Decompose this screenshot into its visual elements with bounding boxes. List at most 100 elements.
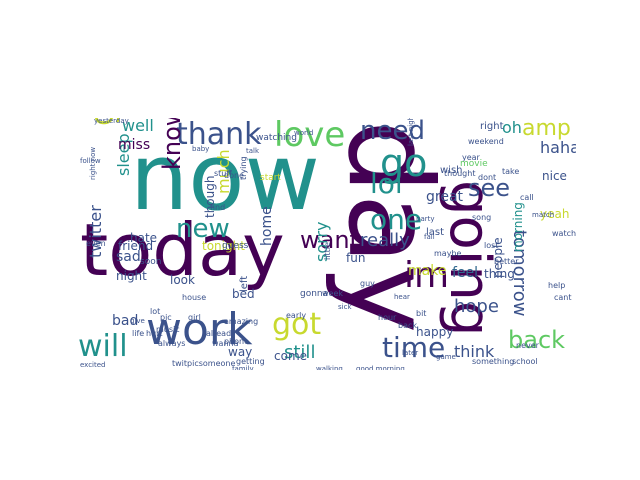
word-home: home: [259, 206, 275, 246]
word-music: music: [156, 325, 180, 334]
word-thank: thank: [176, 118, 262, 152]
word-thing: thing: [484, 267, 515, 281]
word-wanna: wanna: [212, 339, 239, 348]
word-fail: fail: [424, 233, 435, 241]
word-way: way: [228, 345, 253, 359]
word-hope: hope: [454, 296, 499, 317]
word-gonna: gonna: [300, 289, 329, 299]
word-soon: soon: [140, 257, 162, 267]
word-watch: watch: [552, 229, 576, 238]
word-find: find: [210, 203, 226, 212]
word-lol: lol: [370, 167, 403, 200]
word-guy: guy: [360, 279, 375, 288]
word-tonight: tonight: [202, 239, 245, 253]
word-lost: lost: [484, 241, 499, 250]
word-thought: thought: [444, 169, 476, 178]
word-cloud: daynowtodaygoingworkgoodlovethankgowillg…: [64, 118, 576, 370]
word-game: game: [436, 353, 456, 361]
word-last: last: [426, 227, 445, 238]
word-oh: oh: [502, 118, 522, 137]
word-know: know: [158, 118, 186, 170]
word-fun: fun: [346, 251, 366, 265]
word-work: work: [146, 304, 253, 355]
word-family: family: [232, 365, 254, 371]
word-cant: cant: [554, 293, 572, 302]
word-nice: nice: [542, 169, 567, 183]
word-early: early: [286, 311, 307, 320]
word-call: call: [520, 193, 534, 202]
word-weekend: weekend: [468, 137, 504, 146]
word-help: help: [548, 281, 566, 290]
word-last-night: last night: [407, 118, 415, 146]
word-house: house: [182, 293, 207, 302]
word-yeah: yeah: [540, 207, 570, 221]
word-sick: sick: [338, 303, 352, 311]
word-later: later: [402, 349, 419, 357]
word-twitter: twitter: [86, 205, 105, 258]
word-getting: getting: [236, 357, 265, 366]
word-im: im: [404, 255, 450, 296]
word-twitpicsomeone: twitpicsomeone: [172, 359, 236, 368]
word-today: today: [80, 208, 285, 292]
word-got: got: [272, 307, 322, 342]
word-baby: baby: [192, 145, 210, 153]
word-right: right: [480, 121, 504, 132]
word-love: love: [274, 118, 346, 155]
word-bit: bit: [416, 309, 427, 318]
word-party: party: [416, 215, 435, 223]
word-life: life: [132, 329, 145, 338]
word-dont: dont: [478, 173, 497, 182]
word-walking: walking: [316, 365, 343, 371]
word-miss: miss: [118, 137, 151, 153]
word-amp: amp: [522, 118, 571, 141]
word-maybe: maybe: [434, 249, 462, 258]
word-song: song: [472, 213, 492, 222]
word-haha: haha: [540, 138, 576, 157]
word-always: always: [158, 339, 186, 348]
word-new: new: [176, 214, 230, 244]
word-even: even: [86, 239, 106, 248]
word-excited: excited: [80, 361, 106, 369]
word-sad: sad: [116, 249, 141, 265]
word-good-morning: good morning: [356, 365, 405, 371]
word-hate: hate: [130, 231, 158, 245]
word-girl: girl: [188, 313, 201, 322]
word-see: see: [468, 174, 511, 202]
word-something: something: [472, 357, 515, 366]
word-year: year: [462, 153, 480, 162]
word-bed: bed: [232, 287, 255, 301]
word-one: one: [370, 203, 423, 236]
word-start: start: [260, 173, 281, 183]
word-wish: wish: [440, 165, 463, 176]
word-now: now: [130, 124, 320, 231]
word-want: want: [300, 226, 359, 254]
word-hurt: hurt: [146, 329, 163, 338]
word-talk: talk: [246, 147, 260, 155]
word-done: done: [224, 171, 244, 180]
word-think: think: [454, 342, 495, 361]
word-yesterday: yesterday: [94, 118, 129, 125]
word-follow: follow: [80, 157, 101, 165]
word-make: make: [408, 263, 447, 279]
word-stuff: stuff: [214, 169, 232, 178]
word-need: need: [360, 118, 425, 146]
word-guess: guess: [222, 241, 249, 251]
word-trying: trying: [239, 156, 248, 180]
word-never: never: [516, 341, 539, 350]
word-really: really: [360, 230, 410, 251]
word-will: will: [78, 329, 128, 364]
word-already: already: [206, 329, 236, 338]
word-pic: pic: [160, 313, 172, 322]
word-week: week: [322, 289, 344, 298]
word-school: school: [512, 357, 538, 366]
word-night: night: [116, 269, 147, 283]
word-come: come: [274, 349, 308, 363]
word-watching: watching: [256, 133, 297, 143]
word-movie: movie: [460, 159, 488, 169]
word-back: back: [508, 326, 566, 354]
word-little: little: [323, 242, 332, 260]
word-well: well: [122, 118, 154, 135]
word-world: world: [294, 129, 314, 137]
word-bad: bad: [112, 313, 139, 329]
word-amazing: amazing: [224, 317, 259, 326]
